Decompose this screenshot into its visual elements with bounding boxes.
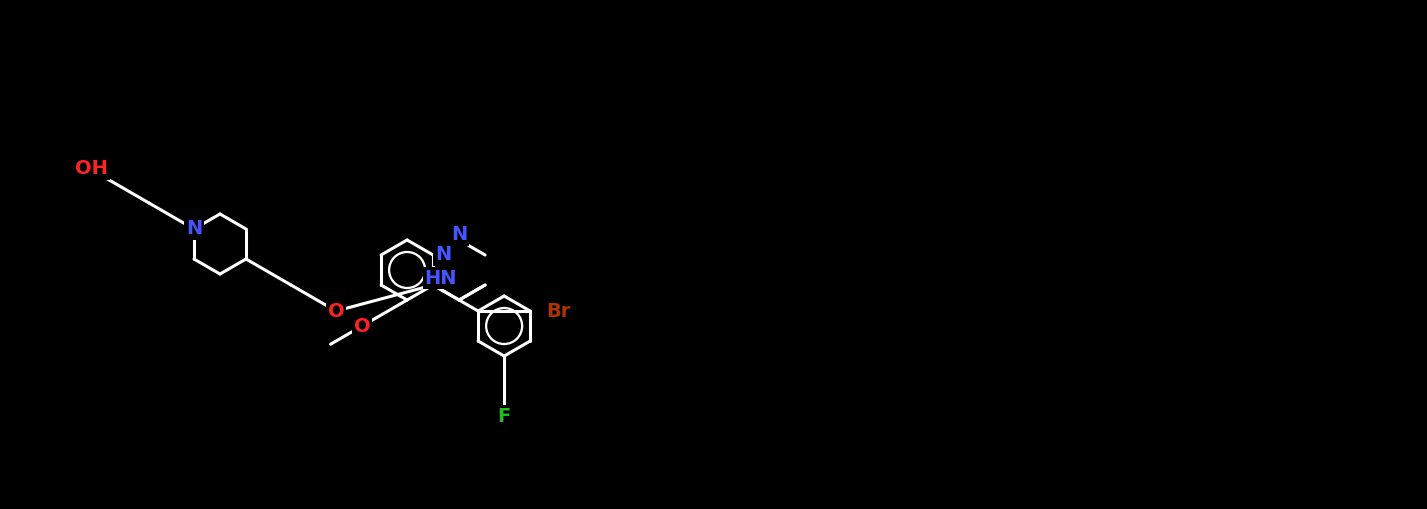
Text: N: N [435,245,451,265]
Text: F: F [498,407,511,426]
Text: OH: OH [76,159,108,179]
Text: HN: HN [424,269,457,288]
Text: O: O [354,317,371,335]
Text: O: O [328,301,344,321]
Text: Br: Br [547,301,571,321]
Text: N: N [451,225,467,244]
Text: N: N [186,219,203,239]
